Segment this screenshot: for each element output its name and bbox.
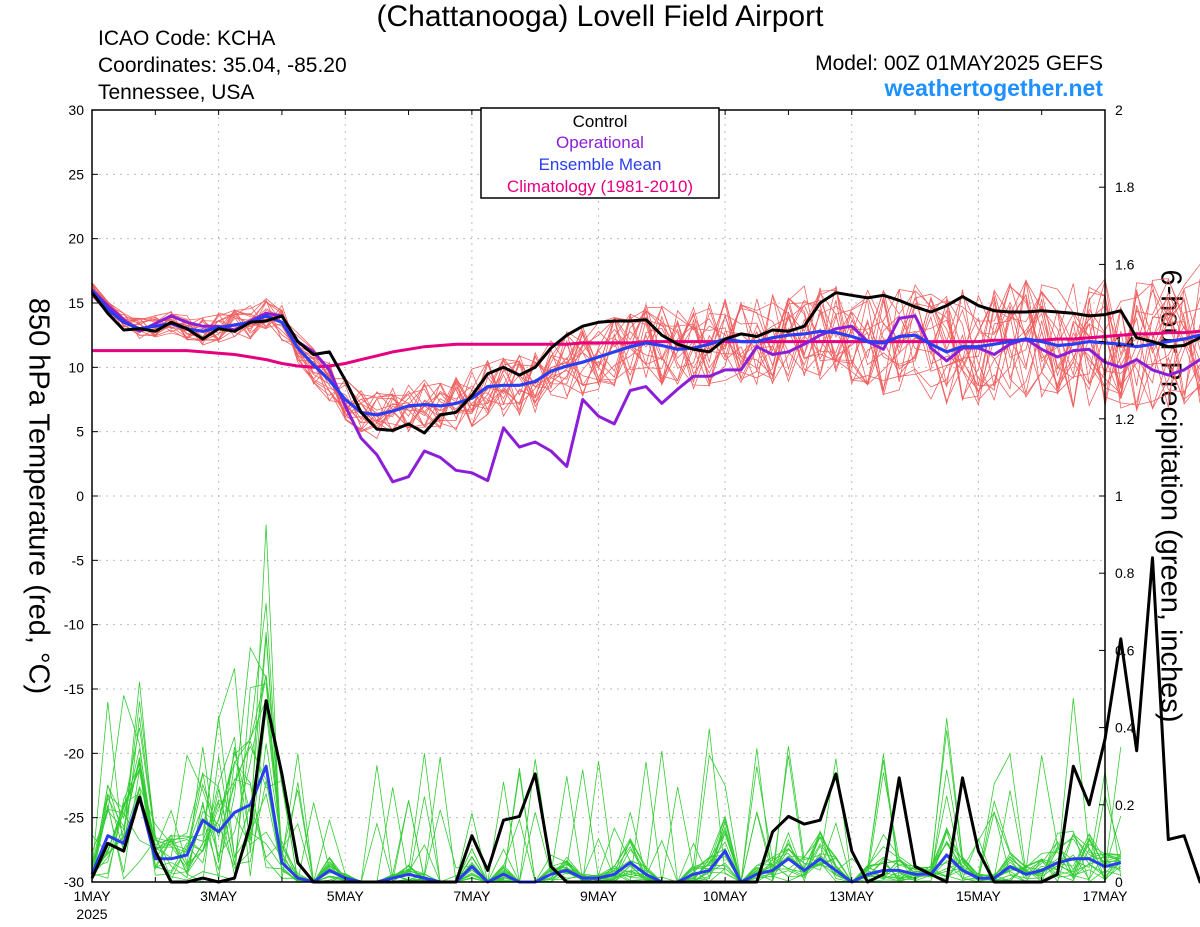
legend-item-climatology: Climatology (1981-2010) (507, 177, 693, 196)
y-right-tick-label: 0.4 (1115, 720, 1135, 736)
legend-box: Control Operational Ensemble Mean Climat… (480, 107, 720, 199)
y-left-tick-label: 0 (76, 488, 84, 504)
member-precip-line (91, 736, 1121, 883)
x-tick-label: 5MAY (327, 888, 365, 904)
y-right-tick-label: 0.2 (1115, 797, 1135, 813)
legend-item-operational: Operational (556, 133, 644, 152)
x-tick-label: 3MAY (200, 888, 238, 904)
member-precip-line (91, 746, 1122, 883)
x-tick-label: 7MAY (453, 888, 491, 904)
x-tick-sublabel: 2025 (76, 906, 107, 922)
model-run: Model: 00Z 01MAY2025 GEFS (815, 52, 1103, 75)
y-left-tick-label: 25 (68, 166, 84, 182)
y-right-tick-label: 0.8 (1115, 565, 1135, 581)
y-left-tick-label: -10 (64, 617, 84, 633)
member-temp-line (91, 282, 1200, 428)
y-left-tick-label: 10 (68, 359, 84, 375)
x-tick-label: 9MAY (580, 888, 618, 904)
member-precip-line (91, 524, 1121, 883)
legend-frame (480, 107, 720, 199)
member-temp-line (91, 263, 1200, 429)
series-lines (90, 289, 1200, 884)
member-precip-line (91, 698, 1121, 883)
y-left-tick-label: 15 (68, 295, 84, 311)
legend-item-control: Control (573, 112, 628, 131)
member-temp-line (91, 277, 1200, 430)
x-tick-label: 13MAY (829, 888, 875, 904)
coordinates: Coordinates: 35.04, -85.20 (98, 54, 347, 77)
legend-item-ensemble-mean: Ensemble Mean (539, 155, 662, 174)
member-temp-line (91, 281, 1200, 433)
member-precip-line (91, 695, 1121, 883)
y-left-tick-label: -25 (64, 810, 84, 826)
icao-code: ICAO Code: KCHA (98, 27, 276, 50)
region: Tennessee, USA (98, 81, 255, 104)
y-right-tick-label: 1.6 (1115, 256, 1135, 272)
y-left-tick-label: 5 (76, 424, 84, 440)
x-tick-label: 17MAY (1083, 888, 1129, 904)
x-tick-label: 1MAY (73, 888, 111, 904)
y-right-tick-label: 0.6 (1115, 642, 1135, 658)
y-right-tick-label: 0 (1115, 874, 1123, 890)
y-left-tick-label: 30 (68, 102, 84, 118)
member-precip-line (91, 699, 1122, 883)
y-right-tick-label: 1.2 (1115, 411, 1135, 427)
chart-title: (Chattanooga) Lovell Field Airport (376, 0, 824, 33)
y-left-tick-label: -15 (64, 681, 84, 697)
y-right-tick-label: 1 (1115, 488, 1123, 504)
y-left-tick-label: 20 (68, 231, 84, 247)
x-tick-label: 15MAY (956, 888, 1002, 904)
member-temp-line (91, 289, 1200, 440)
temp-line-climatology-1981-2010 (92, 329, 1200, 369)
y-left-tick-label: -5 (72, 552, 85, 568)
y-left-tick-label: -30 (64, 874, 84, 890)
member-temp-line (91, 278, 1200, 433)
member-precip-line (91, 675, 1121, 883)
x-tick-label: 10MAY (703, 888, 749, 904)
member-temp-line (91, 282, 1200, 427)
y-right-tick-label: 2 (1115, 102, 1123, 118)
member-temp-line (91, 284, 1200, 430)
member-precip-line (91, 635, 1122, 884)
temp-line-ensemble-mean (90, 289, 1200, 417)
site-link[interactable]: weathertogether.net (884, 75, 1103, 101)
y-left-tick-label: -20 (64, 745, 84, 761)
member-temp-line (91, 279, 1200, 433)
temp-line-control (90, 291, 1200, 435)
y-right-tick-label: 1.4 (1115, 334, 1135, 350)
member-temp-line (91, 282, 1200, 432)
member-temp-line (91, 279, 1200, 431)
y-right-tick-label: 1.8 (1115, 179, 1135, 195)
